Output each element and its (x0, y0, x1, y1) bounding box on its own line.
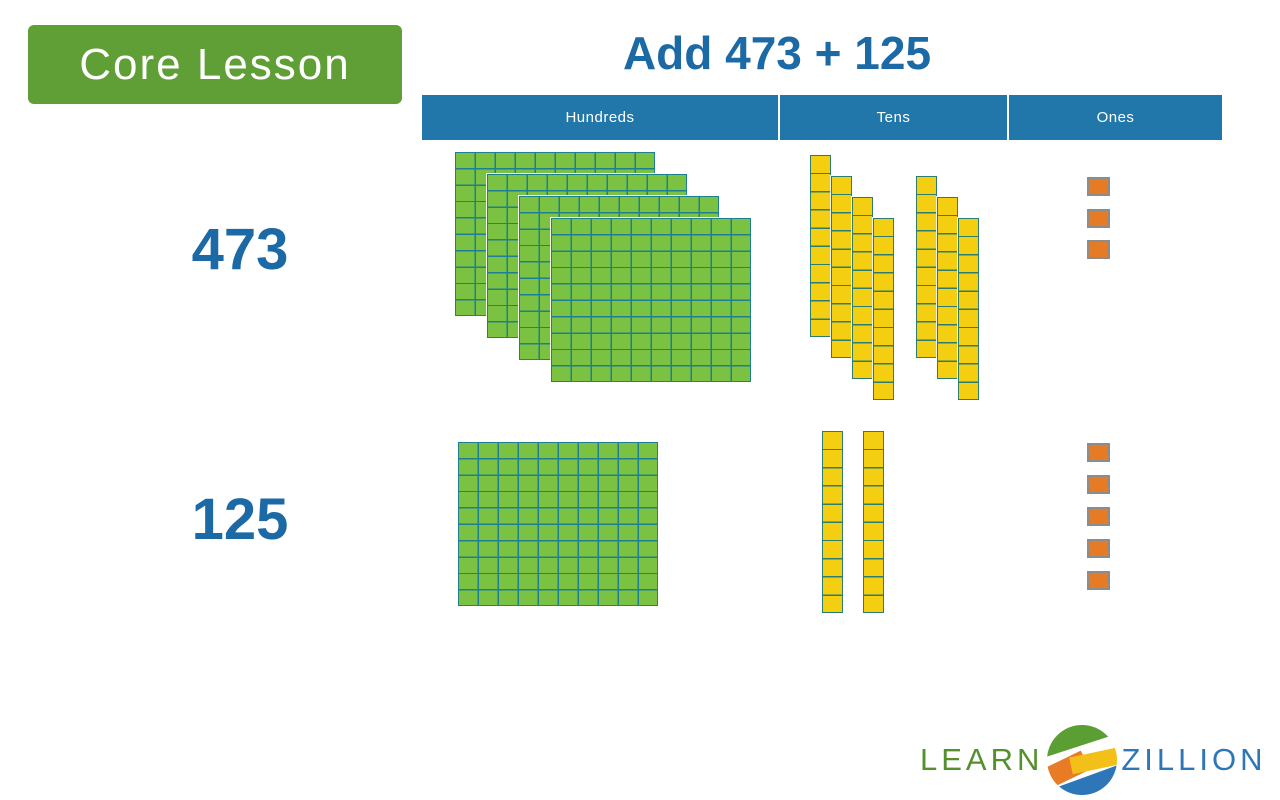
place-value-header: Hundreds Tens Ones (422, 95, 1222, 140)
one-unit (1087, 507, 1110, 526)
one-unit (1087, 539, 1110, 558)
one-unit (1087, 208, 1110, 228)
ten-rod (863, 431, 884, 613)
one-unit (1087, 571, 1110, 590)
one-unit (1087, 475, 1110, 494)
ten-rod (958, 218, 979, 400)
ten-rod (873, 218, 894, 400)
learnzillion-globe-icon (1047, 725, 1118, 795)
core-lesson-label: Core Lesson (79, 39, 351, 89)
column-header-hundreds: Hundreds (422, 95, 780, 140)
column-header-ones: Ones (1009, 95, 1222, 140)
ten-rod (937, 197, 958, 379)
hundred-flat (458, 442, 658, 606)
ten-rod (822, 431, 843, 613)
one-unit (1087, 240, 1110, 259)
one-unit (1087, 443, 1110, 462)
page-title: Add 473 + 125 (622, 27, 932, 79)
learnzillion-logo: LEARN ZILLION (920, 720, 1265, 800)
logo-zillion-text: ZILLION (1121, 742, 1267, 777)
hundred-flat (551, 218, 751, 382)
ten-rod (810, 155, 831, 337)
logo-learn-text: LEARN (920, 742, 1044, 777)
one-unit (1087, 177, 1110, 196)
ten-rod (852, 197, 873, 379)
row-label-125: 125 (191, 487, 289, 552)
column-header-tens: Tens (780, 95, 1009, 140)
ten-rod (831, 176, 852, 358)
core-lesson-badge: Core Lesson (28, 25, 402, 104)
ten-rod (916, 176, 937, 358)
row-label-473: 473 (191, 217, 289, 282)
